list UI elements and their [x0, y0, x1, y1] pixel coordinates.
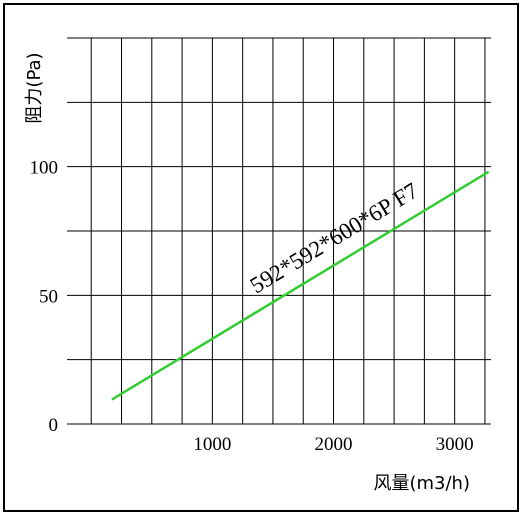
y-tick-label: 100	[30, 158, 59, 179]
y-tick-labels: 0 50 100	[30, 158, 59, 436]
series-line	[111, 170, 490, 401]
series-label: 592*592*600*6P F7	[246, 178, 423, 298]
x-tick-label: 3000	[436, 434, 474, 455]
grid	[67, 37, 491, 425]
series-layer	[111, 170, 490, 401]
x-tick-labels: 1000 2000 3000	[193, 434, 473, 455]
y-tick-label: 50	[39, 286, 58, 307]
y-tick-label: 0	[49, 415, 59, 436]
x-axis-label: 风量(m3/h)	[373, 473, 470, 494]
chart-frame	[3, 3, 519, 512]
x-tick-label: 2000	[315, 434, 353, 455]
x-tick-label: 1000	[193, 434, 231, 455]
y-axis-label: 阻力(Pa)	[24, 52, 45, 123]
